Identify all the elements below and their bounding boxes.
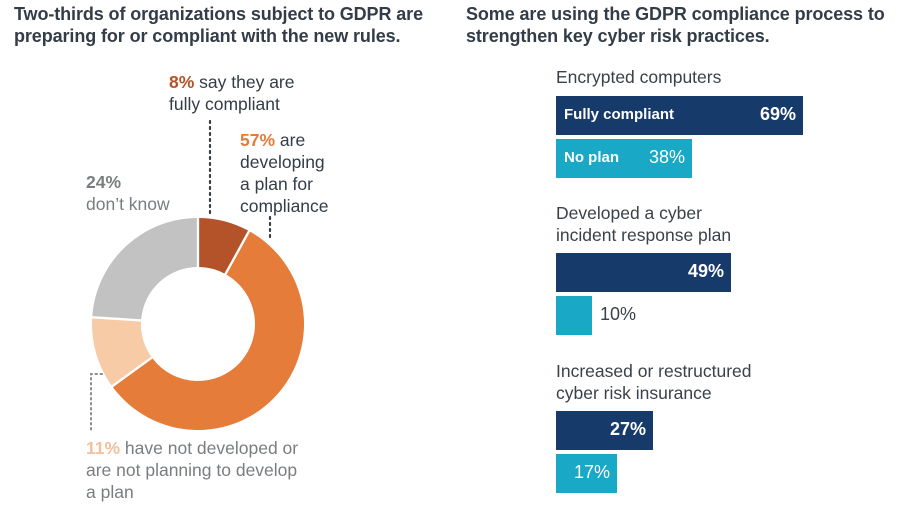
bar-no-plan: 10% [556,296,636,335]
annotation-text: say they are [194,72,295,92]
bar-series-label: Fully compliant [564,106,675,123]
donut-slice-have-not-developed-or-are-not-planning-to-develop-a-plan [92,318,152,386]
bar-series-label: No plan [564,149,619,166]
annotation-no-plan: 11% have not developed or are not planni… [86,437,386,503]
bar-group-label-line: Increased or restructured [556,361,752,381]
bar-group-label-line: Developed a cyber [556,203,702,223]
bar-value-label: 27% [609,419,646,439]
annotation-pct: 57% [240,130,276,150]
donut-slice-fully-compliant [199,218,249,274]
annotation-text: a plan for [240,174,313,194]
donut-slices [92,218,305,431]
annotation-fully-compliant: 8% say they are fully compliant [169,71,295,115]
annotation-dont-know: 24% don’t know [86,171,170,215]
donut-slice-don-t-know [92,218,197,320]
annotation-text: fully compliant [169,94,280,114]
leader-lines [90,119,272,433]
annotation-developing-plan: 57% are developing a plan for compliance [240,129,329,217]
annotation-text: don’t know [86,194,170,214]
bar-fully-compliant: Fully compliant 69% [556,96,803,135]
bar-value-label: 49% [687,261,724,281]
bar-no-plan: 17% [556,454,617,493]
annotation-text: are [275,130,306,150]
bar-value-label: 38% [648,147,685,167]
annotation-pct: 11% [86,438,121,458]
bar-group-label-line: Encrypted computers [556,67,722,87]
right-chart-title: Some are using the GDPR compliance proce… [466,4,885,46]
bar-group-label-line: incident response plan [556,225,732,245]
bar-group-label-line: cyber risk insurance [556,383,712,403]
bar-fully-compliant: 49% [556,253,731,292]
bar-group-label: Encrypted computers [556,66,721,88]
bar-value-label: 69% [759,104,796,124]
bar-no-plan: No plan 38% [556,139,692,178]
bar-value-label: 10% [600,304,637,324]
left-chart-title: Two-thirds of organizations subject to G… [14,4,423,46]
annotation-text: a plan [86,482,134,502]
annotation-pct: 8% [169,72,195,92]
donut-slice-developing-a-plan-for-compliance [112,231,305,431]
annotation-text: have not developed or [120,438,299,458]
annotation-text: are not planning to develop [86,460,298,480]
bar-group-label: Developed a cyber incident response plan [556,202,731,246]
bar-group-label: Increased or restructured cyber risk insu… [556,360,752,404]
annotation-text: developing [240,152,325,172]
bar-value-label: 17% [573,462,610,482]
annotation-text: compliance [240,196,329,216]
leader-line-notdev [90,373,103,433]
bar-fully-compliant: 27% [556,411,653,450]
annotation-pct: 24% [86,172,122,192]
